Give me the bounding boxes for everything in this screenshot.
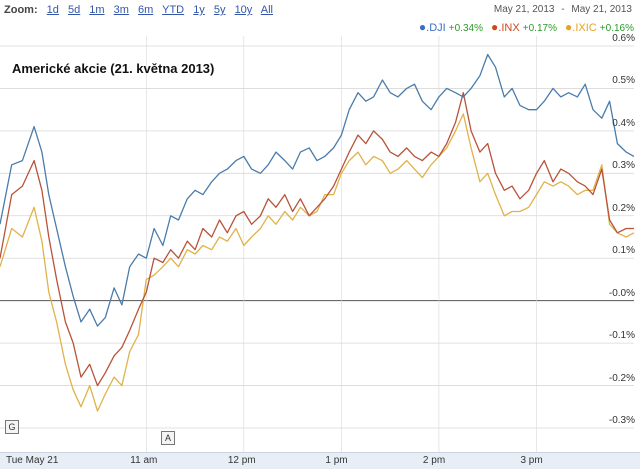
legend: ●.DJI +0.34% ●.INX +0.17% ●.IXIC +0.16% [414,20,634,34]
legend-symbol: .IXIC [572,22,597,34]
x-axis-band [0,452,640,469]
date-range-separator: - [561,4,565,15]
zoom-all[interactable]: All [260,4,273,16]
x-tick-label: 2 pm [422,455,446,466]
legend-change: +0.16% [599,23,634,34]
legend-dot-icon: ● [418,20,427,34]
x-tick-label: 12 pm [227,455,256,466]
y-tick-label: -0.1% [608,330,635,342]
zoom-6m[interactable]: 6m [137,4,154,16]
legend-symbol: .DJI [426,22,446,34]
zoom-bar: Zoom: 1d 5d 1m 3m 6m YTD 1y 5y 10y All [4,4,279,20]
zoom-1m[interactable]: 1m [89,4,105,16]
y-tick-label: -0.2% [608,372,635,384]
x-tick-label: 3 pm [520,455,543,466]
date-range-start[interactable]: May 21, 2013 [493,4,555,15]
y-tick-label: 0.3% [612,160,635,172]
x-tick-label: 1 pm [325,455,348,466]
legend-dot-icon: ● [491,20,499,34]
y-tick-label: 0.1% [612,245,635,257]
grid-layer [0,36,634,452]
y-tick-label: -0.0% [608,287,635,299]
event-marker-g[interactable]: G [5,420,19,434]
series-layer [0,53,635,412]
zoom-10y[interactable]: 10y [234,4,253,16]
zoom-3m[interactable]: 3m [113,4,129,16]
zoom-5d[interactable]: 5d [67,4,81,16]
legend-symbol: .INX [498,22,520,34]
legend-change: +0.34% [448,23,483,34]
y-tick-label: -0.3% [608,415,635,426]
legend-change: +0.17% [522,23,557,34]
legend-entry-ixic[interactable]: ●.IXIC +0.16% [565,20,634,34]
y-tick-label: 0.6% [612,33,635,44]
legend-entry-inx[interactable]: ●.INX +0.17% [491,20,560,34]
zoom-label: Zoom: [4,4,38,16]
legend-entry-dji[interactable]: ●.DJI +0.34% [418,20,486,34]
date-range: May 21, 2013 - May 21, 2013 [492,4,634,15]
chart-title: Americké akcie (21. května 2013) [12,61,215,76]
legend-dot-icon: ● [565,20,573,34]
series-line-ixic [0,113,635,412]
x-tick-label: 11 am [130,455,158,466]
y-tick-label: 0.5% [612,75,635,87]
zoom-1y[interactable]: 1y [193,4,205,16]
y-tick-label: 0.2% [612,202,635,214]
zoom-1d[interactable]: 1d [46,4,59,16]
event-marker-a[interactable]: A [161,431,175,445]
date-range-end[interactable]: May 21, 2013 [571,4,632,15]
series-line-dji [0,53,635,327]
y-tick-label: 0.4% [612,117,635,129]
zoom-5y[interactable]: 5y [213,4,226,16]
zoom-ytd[interactable]: YTD [162,4,185,16]
x-tick-label: Tue May 21 [6,455,59,466]
series-line-inx [0,92,634,387]
